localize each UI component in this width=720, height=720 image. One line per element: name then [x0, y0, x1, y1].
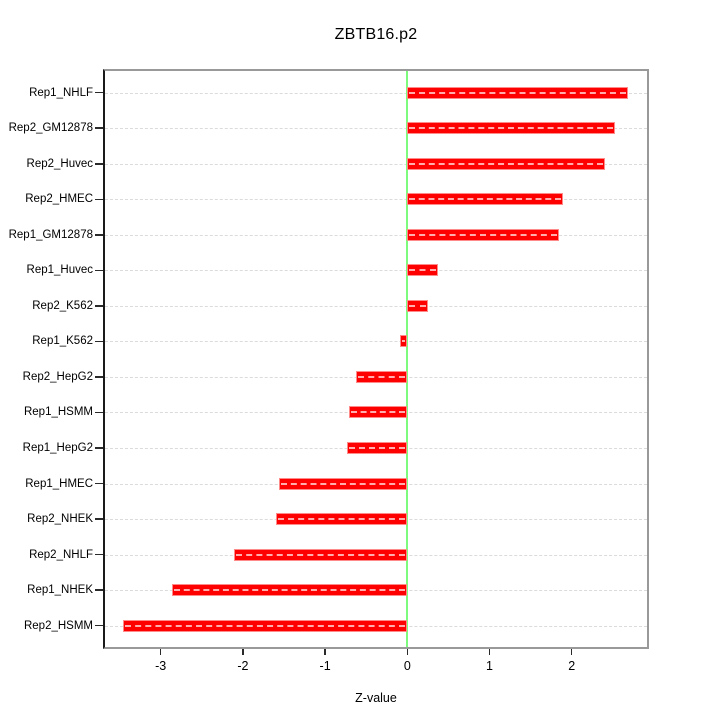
bar-rep1_hsmm — [348, 406, 408, 419]
y-axis-label-rep1_hepg2: Rep1_HepG2 — [22, 442, 93, 455]
bar-rep1_gm12878 — [407, 228, 560, 241]
bar-rep1_k562 — [399, 335, 408, 348]
bar-dash-overlay — [349, 447, 406, 450]
y-axis-tick — [95, 447, 103, 449]
y-axis-tick — [95, 198, 103, 201]
bar-rep2_k562 — [407, 299, 428, 312]
bar-rep2_nhek — [275, 513, 408, 526]
y-axis-label-rep1_huvec: Rep1_Huvec — [26, 264, 93, 277]
x-axis-tick-label: -1 — [319, 659, 331, 673]
bar-rep2_nhlf — [233, 548, 408, 561]
bar-rep2_hsmm — [122, 619, 408, 632]
gridline — [105, 305, 647, 307]
y-axis-tick — [95, 305, 103, 307]
y-axis-label-rep2_nhek: Rep2_NHEK — [27, 513, 93, 526]
y-axis-label-rep2_nhlf: Rep2_NHLF — [29, 548, 93, 561]
bar-rep1_hepg2 — [347, 442, 408, 455]
plot-area — [103, 69, 649, 649]
bar-dash-overlay — [409, 269, 436, 272]
y-axis-tick — [95, 340, 103, 343]
y-axis-label-rep1_nhlf: Rep1_NHLF — [29, 86, 93, 99]
bar-rep2_gm12878 — [407, 122, 616, 135]
zero-reference-line — [406, 71, 409, 647]
x-axis-tick — [242, 649, 244, 655]
y-axis-label-rep2_huvec: Rep2_Huvec — [26, 157, 93, 170]
y-axis-tick — [95, 518, 103, 520]
bar-dash-overlay — [409, 198, 562, 201]
y-axis-tick — [95, 269, 103, 272]
y-axis-label-rep1_k562: Rep1_K562 — [32, 335, 93, 348]
y-axis-label-rep2_gm12878: Rep2_GM12878 — [8, 122, 93, 135]
x-axis-tick-label: -2 — [237, 659, 249, 673]
bar-dash-overlay — [174, 589, 406, 592]
gridline — [105, 199, 647, 201]
x-axis-tick — [159, 649, 162, 655]
x-axis-tick — [324, 649, 326, 655]
y-axis-tick — [95, 624, 103, 627]
x-axis-title: Z-value — [355, 691, 397, 705]
bar-rep1_huvec — [407, 264, 438, 277]
bar-rep2_huvec — [407, 157, 606, 170]
x-axis-tick — [488, 649, 491, 655]
y-axis-tick — [95, 376, 103, 378]
y-axis-label-rep1_gm12878: Rep1_GM12878 — [8, 228, 93, 241]
y-axis-tick — [95, 234, 103, 236]
gridline — [105, 270, 647, 272]
bar-dash-overlay — [350, 411, 406, 414]
x-axis-tick-label: -3 — [155, 659, 167, 673]
bar-dash-overlay — [409, 127, 614, 130]
y-axis-label-rep1_hsmm: Rep1_HSMM — [23, 406, 93, 419]
y-axis-tick — [95, 91, 103, 94]
y-axis-tick — [95, 553, 103, 556]
y-axis-tick — [95, 163, 103, 165]
y-axis-tick — [95, 127, 103, 129]
bar-rep2_hepg2 — [356, 370, 408, 383]
y-axis-label-rep2_hsmm: Rep2_HSMM — [23, 619, 93, 632]
x-axis-tick-label: 1 — [486, 659, 493, 673]
bar-rep1_hmec — [279, 477, 408, 490]
gridline — [105, 128, 647, 130]
bar-dash-overlay — [281, 482, 406, 485]
bar-dash-overlay — [124, 624, 406, 627]
y-axis-label-rep2_hmec: Rep2_HMEC — [25, 193, 93, 206]
bar-dash-overlay — [235, 553, 406, 556]
gridline — [105, 92, 647, 94]
x-axis-tick — [570, 649, 573, 655]
y-axis-label-rep2_k562: Rep2_K562 — [32, 299, 93, 312]
y-axis-label-rep1_hmec: Rep1_HMEC — [25, 477, 93, 490]
bar-dash-overlay — [409, 162, 604, 165]
bar-dash-overlay — [409, 304, 426, 307]
bar-dash-overlay — [401, 340, 406, 343]
x-axis-tick — [406, 649, 409, 655]
y-axis-label-rep1_nhek: Rep1_NHEK — [27, 584, 93, 597]
y-axis-tick — [95, 411, 103, 414]
bar-dash-overlay — [409, 233, 558, 236]
bar-rep1_nhlf — [407, 86, 629, 99]
y-axis-tick — [95, 589, 103, 591]
gridline — [105, 163, 647, 165]
y-axis-label-rep2_hepg2: Rep2_HepG2 — [22, 370, 93, 383]
bar-dash-overlay — [409, 91, 627, 94]
bar-rep2_hmec — [407, 193, 564, 206]
gridline — [105, 341, 647, 343]
y-axis-tick — [95, 482, 103, 485]
x-axis-tick-label: 2 — [568, 659, 576, 673]
bar-dash-overlay — [358, 375, 406, 378]
gridline — [105, 234, 647, 236]
chart-title: ZBTB16.p2 — [334, 26, 418, 43]
bar-rep1_nhek — [172, 584, 408, 597]
x-axis-tick-label: 0 — [403, 659, 411, 673]
bar-dash-overlay — [277, 518, 406, 521]
